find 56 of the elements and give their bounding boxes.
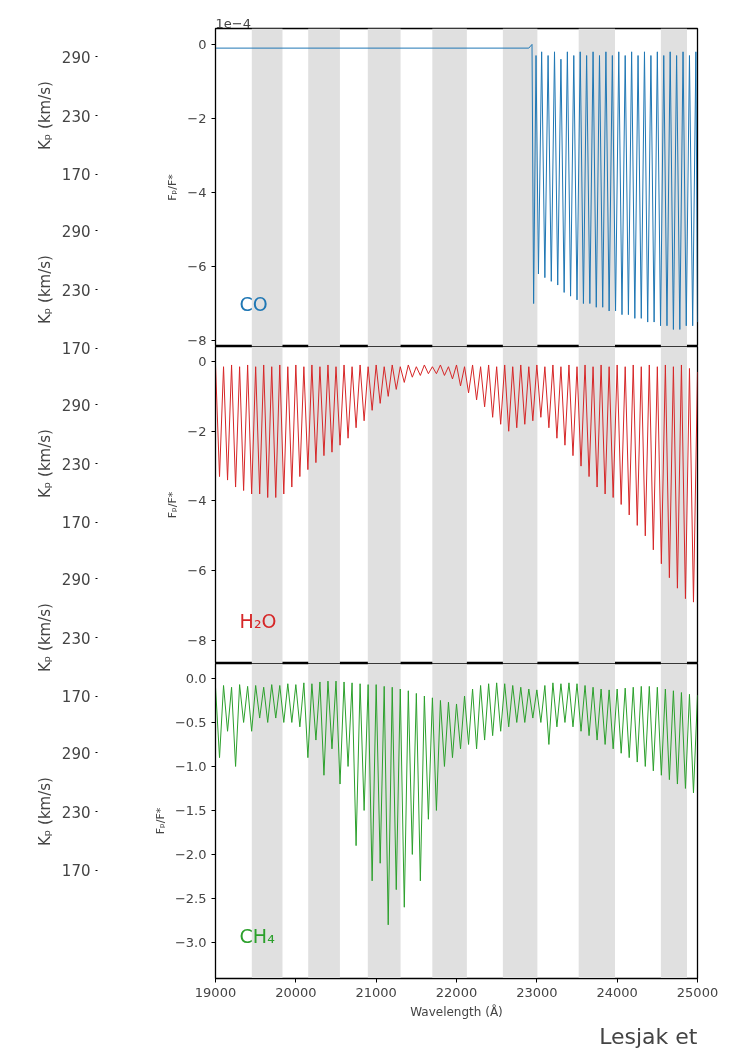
text: 170	[61, 340, 91, 359]
text: Kₚ (km/s)	[35, 81, 54, 150]
text: 290	[61, 396, 91, 415]
text: 170	[61, 862, 91, 881]
text: Kₚ (km/s)	[35, 255, 54, 324]
y-tick-label: −6	[187, 259, 207, 275]
y-tick-label: −4	[187, 493, 207, 509]
text: Kₚ (km/s)	[35, 429, 54, 498]
y-axis-title: Fₚ/F*	[166, 491, 180, 519]
x-tick-label: 19000	[194, 984, 237, 1000]
text: 290	[61, 744, 91, 763]
text: CH₄	[239, 925, 276, 947]
annotation: 1e−4	[215, 15, 251, 31]
y-tick-label: 0.0	[185, 670, 207, 686]
text: 230	[61, 455, 91, 474]
text: 170	[61, 166, 91, 185]
x-tick-label: 20000	[275, 984, 317, 1000]
text: H₂O	[239, 609, 277, 632]
y-tick-label: −0.5	[174, 714, 207, 730]
text: 170	[61, 514, 91, 533]
x-axis-title: Wavelength (Å)	[410, 1003, 503, 1019]
line-series	[215, 680, 698, 926]
y-tick-label: −8	[187, 632, 207, 648]
y-tick-label: −1.5	[174, 802, 207, 818]
text: Kₚ (km/s)	[35, 777, 54, 846]
x-tick-label: 25000	[676, 984, 719, 1000]
line-series	[215, 364, 698, 603]
y-tick-label: 0	[198, 354, 207, 369]
text: 230	[61, 107, 91, 126]
x-tick-label: 24000	[596, 984, 638, 1000]
y-axis-title: Fₚ/F*	[166, 173, 180, 201]
text: 230	[61, 281, 91, 300]
y-tick-label: −1.0	[174, 758, 207, 774]
x-tick-label: 22000	[435, 984, 478, 1000]
y-tick-label: −2.5	[174, 890, 207, 906]
text: 290	[61, 222, 91, 241]
x-tick-label: 23000	[516, 984, 558, 1000]
y-tick-label: −2.0	[174, 846, 207, 862]
text: 230	[61, 629, 91, 648]
y-tick-label: −2	[187, 110, 207, 126]
text: 230	[61, 803, 91, 822]
line-series	[215, 43, 698, 330]
y-tick-label: 0	[198, 36, 207, 52]
text: Lesjak et	[599, 1023, 698, 1048]
y-tick-label: −2	[187, 423, 207, 439]
y-tick-label: −6	[187, 563, 207, 579]
text: CO	[239, 292, 268, 315]
y-tick-label: −8	[187, 333, 207, 349]
text: 290	[61, 48, 91, 67]
x-tick-label: 21000	[355, 984, 397, 1000]
text: 290	[61, 570, 91, 589]
y-tick-label: −3.0	[174, 934, 207, 950]
text: Kₚ (km/s)	[35, 603, 54, 672]
y-tick-label: −4	[187, 185, 207, 200]
y-axis-title: Fₚ/F*	[153, 807, 167, 835]
text: 170	[61, 688, 91, 707]
